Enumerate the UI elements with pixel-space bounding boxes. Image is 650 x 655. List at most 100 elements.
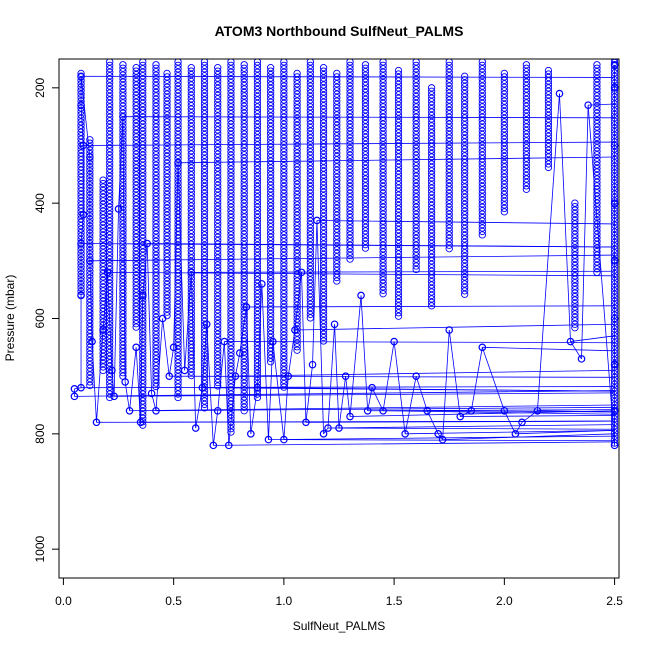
data-point (394, 205, 403, 213)
data-point (139, 414, 147, 422)
series-line (338, 376, 347, 429)
data-point (240, 147, 248, 155)
data-point (461, 103, 469, 112)
data-point (333, 163, 341, 171)
data-point (227, 75, 235, 83)
y-tick-label: 1000 (33, 535, 47, 562)
data-point (478, 92, 486, 101)
data-point (187, 250, 195, 259)
data-point (214, 351, 222, 359)
data-point (267, 74, 275, 82)
data-point (379, 196, 387, 204)
data-point (461, 193, 469, 202)
data-point (379, 106, 387, 114)
data-point (227, 348, 235, 357)
data-point (461, 117, 469, 125)
data-point (394, 132, 403, 140)
data-point (500, 166, 509, 174)
data-point (200, 189, 209, 198)
data-point (187, 164, 195, 172)
data-point (333, 183, 341, 192)
data-point (412, 162, 420, 170)
data-point (253, 193, 262, 201)
data-point (106, 251, 114, 260)
data-point (394, 295, 403, 303)
data-point (427, 98, 436, 106)
data-point (86, 298, 94, 307)
data-point (253, 245, 262, 253)
data-point (461, 197, 469, 205)
data-point (333, 187, 341, 195)
data-point (346, 123, 354, 132)
data-point (106, 117, 114, 125)
data-point (293, 194, 301, 202)
data-point (119, 112, 127, 121)
data-point (379, 168, 387, 177)
data-point (427, 104, 436, 113)
data-point (152, 317, 160, 325)
series-line (81, 386, 615, 389)
series-line (107, 272, 113, 371)
data-point (306, 314, 314, 322)
series-line (178, 156, 615, 164)
data-point (306, 75, 314, 83)
data-point (240, 227, 248, 235)
data-point (461, 287, 469, 295)
data-point (267, 185, 275, 193)
data-point (152, 119, 160, 128)
data-point (346, 224, 354, 232)
data-point (253, 200, 262, 208)
data-point (240, 275, 248, 283)
data-point (394, 312, 403, 320)
data-point (77, 121, 85, 129)
data-point (593, 85, 601, 93)
data-point (119, 355, 127, 363)
data-point (427, 115, 436, 123)
data-point (119, 234, 127, 242)
data-point (280, 362, 288, 371)
data-point (461, 79, 469, 87)
data-point (119, 324, 127, 332)
data-point (379, 262, 387, 270)
data-point (412, 65, 420, 73)
data-point (361, 119, 370, 128)
data-point (379, 248, 387, 256)
data-point (187, 160, 195, 169)
data-point (214, 309, 222, 317)
data-point (240, 109, 248, 117)
data-point (306, 165, 314, 173)
data-point (86, 312, 94, 320)
series-line (246, 306, 252, 434)
data-point (319, 223, 328, 231)
data-point (200, 134, 209, 142)
data-point (200, 376, 209, 384)
data-point (86, 281, 94, 289)
data-point (522, 130, 531, 138)
data-point (522, 123, 531, 131)
data-point (346, 106, 354, 114)
data-point (412, 179, 420, 187)
data-point (333, 100, 341, 109)
data-point (214, 344, 222, 352)
data-point (445, 68, 453, 76)
data-point (253, 168, 262, 177)
data-point (240, 251, 248, 259)
data-point (319, 91, 328, 99)
data-point (333, 125, 341, 133)
data-point (77, 383, 85, 392)
data-point (214, 250, 222, 259)
data-point (227, 251, 235, 260)
data-point (247, 430, 255, 438)
data-point (461, 235, 469, 243)
data-point (187, 288, 195, 297)
data-point (253, 158, 262, 166)
data-point (280, 103, 288, 111)
data-point (267, 333, 275, 342)
data-point (478, 220, 486, 229)
data-point (77, 72, 85, 81)
data-point (361, 213, 370, 221)
data-point (253, 123, 262, 132)
data-point (306, 307, 314, 315)
data-point (163, 104, 171, 112)
plot-frame (58, 58, 620, 579)
